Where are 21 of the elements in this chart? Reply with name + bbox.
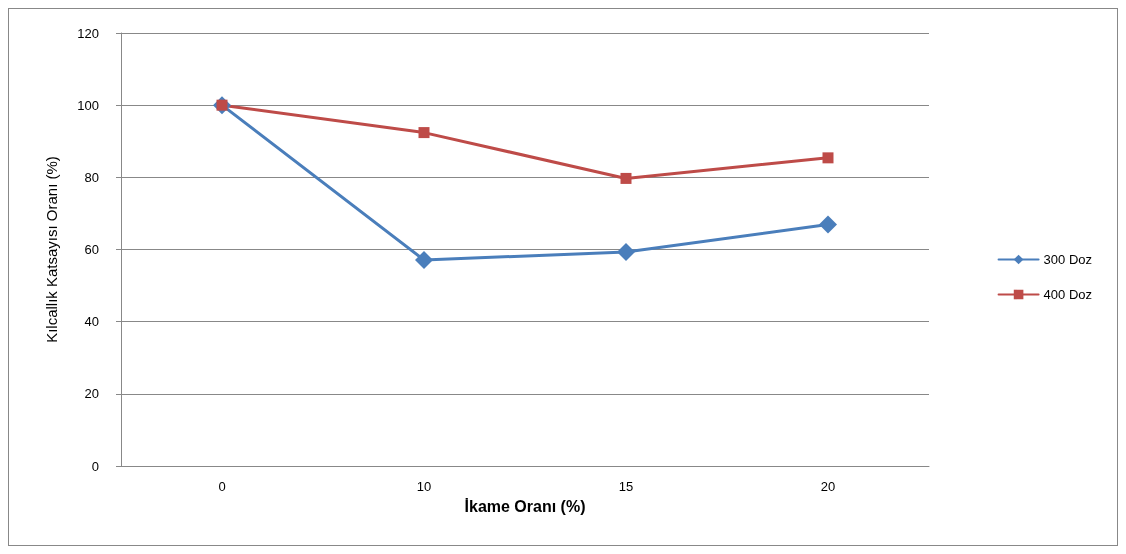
y-tick-label: 20 [84, 386, 99, 402]
x-axis-title: İkame Oranı (%) [464, 497, 586, 515]
y-tick-label: 60 [84, 242, 99, 257]
legend-label: 400 Doz [1043, 287, 1092, 302]
y-tick-label: 80 [84, 169, 99, 185]
y-tick-label: 40 [84, 314, 99, 330]
x-tick-label: 0 [218, 479, 226, 494]
point [620, 172, 632, 184]
y-tick-label: 100 [77, 97, 99, 113]
x-tick-label: 20 [820, 479, 836, 494]
y-tick-label: 120 [77, 25, 99, 41]
point [415, 250, 433, 269]
point [819, 215, 837, 234]
point [617, 243, 635, 262]
y-tick-label: 0 [91, 458, 99, 474]
point [418, 127, 430, 139]
y-axis-title: Kılcallık Katsayısı Oranı (%) [43, 156, 60, 343]
point [822, 152, 834, 164]
legend-label: 300 Doz [1043, 252, 1092, 267]
x-tick-label: 10 [416, 479, 432, 494]
x-tick-label: 15 [618, 479, 634, 494]
